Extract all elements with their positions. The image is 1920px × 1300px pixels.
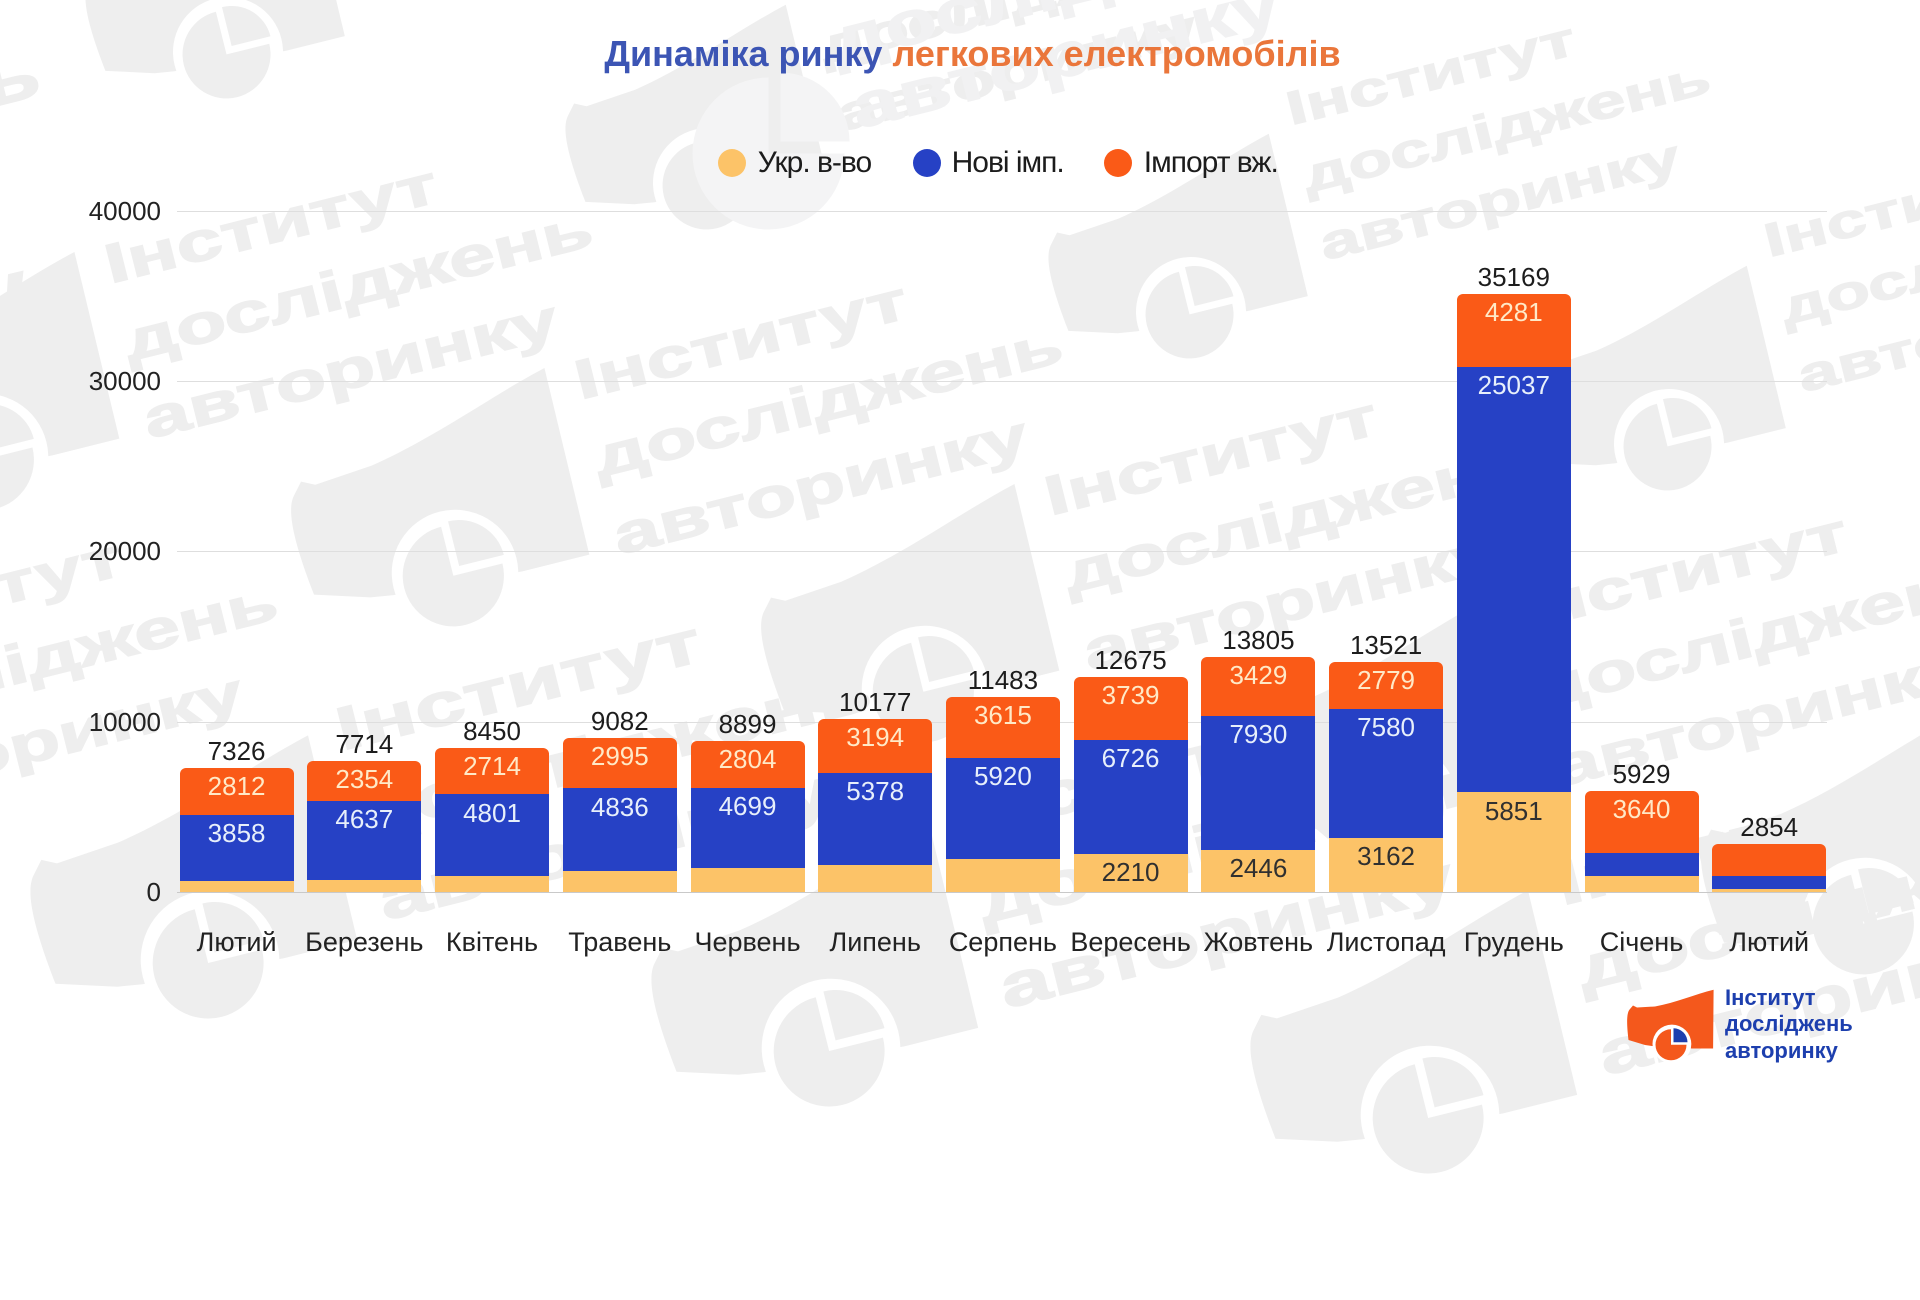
svg-text:у: у xyxy=(0,258,42,357)
